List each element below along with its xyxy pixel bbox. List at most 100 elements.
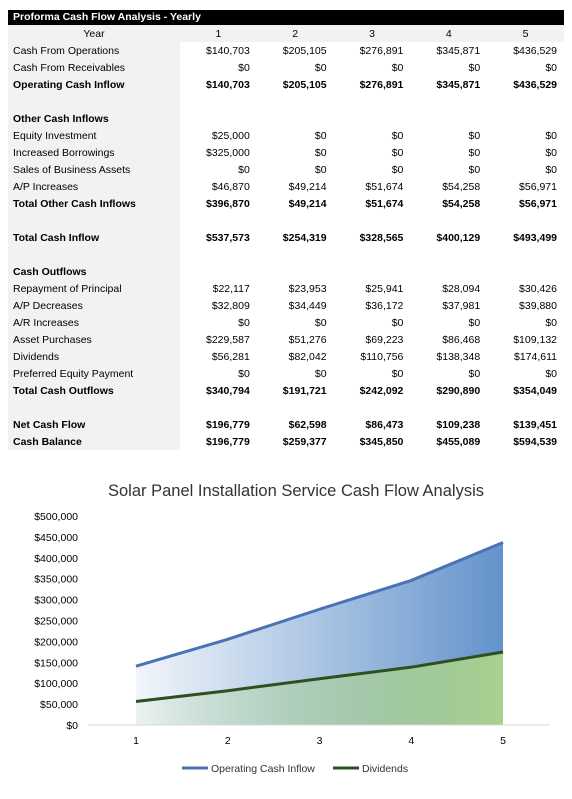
cell-value: $0 <box>238 163 250 176</box>
cell-value: $28,094 <box>442 282 481 295</box>
cell-value: $345,850 <box>359 435 404 448</box>
table-row: Increased Borrowings $325,000 $0 $0 $0 $0 <box>8 144 564 161</box>
cell-value: $0 <box>238 316 250 329</box>
row-label <box>8 212 180 229</box>
cell-value <box>180 212 257 229</box>
cell-value: $0 <box>468 146 481 159</box>
cell-value: $196,779 <box>206 418 250 431</box>
series-line <box>135 650 504 703</box>
cell-value: $0 <box>391 316 404 329</box>
cell-value: $22,117 <box>212 282 250 295</box>
cell-value <box>257 93 334 110</box>
cell-value: $0 <box>391 146 404 159</box>
series-area <box>136 652 503 725</box>
row-label: Operating Cash Inflow <box>8 76 180 93</box>
cell-value <box>257 110 334 127</box>
row-label: Dividends <box>8 348 180 365</box>
cell-value: $30,426 <box>519 282 557 295</box>
series-line <box>135 541 504 668</box>
cell-value: $69,223 <box>365 333 404 346</box>
row-label: Equity Investment <box>8 127 180 144</box>
row-label: A/P Increases <box>8 178 180 195</box>
cell-value <box>410 212 487 229</box>
table-row: Cash From Receivables $0 $0 $0 $0 $0 <box>8 59 564 76</box>
cell-value <box>487 399 564 416</box>
cell-value: $0 <box>545 61 557 74</box>
cell-value: $54,258 <box>442 180 481 193</box>
cell-value: $54,258 <box>442 197 481 210</box>
cell-value <box>257 263 334 280</box>
cell-value <box>487 212 564 229</box>
row-label: Repayment of Principal <box>8 280 180 297</box>
cell-value: $110,756 <box>360 350 404 363</box>
cell-value: $196,779 <box>206 435 250 448</box>
row-label: Increased Borrowings <box>8 144 180 161</box>
header-year: 5 <box>487 25 564 42</box>
table-row: Other Cash Inflows <box>8 110 564 127</box>
cell-value: $0 <box>314 316 327 329</box>
cell-value: $51,674 <box>365 197 404 210</box>
y-tick-label: $150,000 <box>34 657 78 669</box>
cell-value: $25,000 <box>211 129 250 142</box>
row-label: Total Cash Inflow <box>8 229 180 246</box>
spacer-row <box>8 399 564 416</box>
cell-value <box>410 246 487 263</box>
x-tick-label: 1 <box>133 735 139 747</box>
cell-value: $0 <box>314 163 327 176</box>
cell-value: $49,214 <box>288 197 327 210</box>
table-row: A/P Increases $46,870 $49,214 $51,674 $54,25… <box>8 178 564 195</box>
table-row: Total Cash Inflow $537,573 $254,319 $328,56… <box>8 229 564 246</box>
cell-value: $82,042 <box>288 350 327 363</box>
cell-value <box>180 93 257 110</box>
row-label: A/R Increases <box>8 314 180 331</box>
cell-value: $0 <box>314 129 327 142</box>
cell-value <box>410 110 487 127</box>
y-tick-label: $500,000 <box>34 511 78 523</box>
cell-value: $191,721 <box>282 384 327 397</box>
y-axis: $0 $50,000 $100,000 $150,000 $200,000 $250,00… <box>34 511 78 732</box>
cell-value: $340,794 <box>206 384 250 397</box>
cell-value: $290,890 <box>436 384 481 397</box>
row-label <box>8 399 180 416</box>
cell-value: $0 <box>314 367 327 380</box>
row-label: Cash Balance <box>8 433 180 450</box>
cell-value: $25,941 <box>365 282 404 295</box>
legend-label: Dividends <box>362 763 408 775</box>
cell-value: $0 <box>468 61 481 74</box>
table-row: Preferred Equity Payment $0 $0 $0 $0 $0 <box>8 365 564 382</box>
table-title: Proforma Cash Flow Analysis - Yearly <box>8 10 564 25</box>
cell-value: $229,587 <box>206 333 250 346</box>
cash-flow-table-section: Proforma Cash Flow Analysis - Yearly Yea… <box>8 10 564 450</box>
cell-value: $56,971 <box>519 180 557 193</box>
cell-value: $86,468 <box>442 333 481 346</box>
chart-legend: Operating Cash Inflow Dividends <box>182 763 408 775</box>
row-label: Cash Outflows <box>8 263 180 280</box>
y-tick-label: $250,000 <box>34 616 78 628</box>
cell-value: $276,891 <box>359 78 404 91</box>
table-header-row: Year 1 2 3 4 5 <box>8 25 564 42</box>
chart-areas <box>135 541 504 725</box>
table-row: Cash Balance $196,779 $259,377 $345,850 $455… <box>8 433 564 450</box>
table-body: Year 1 2 3 4 5 Cash From Operations $140,… <box>8 25 564 450</box>
table-row: Cash From Operations $140,703 $205,105 $276… <box>8 42 564 59</box>
cell-value <box>180 110 257 127</box>
table-row: Dividends $56,281 $82,042 $110,756 $138,348 $… <box>8 348 564 365</box>
cell-value: $51,276 <box>288 333 327 346</box>
header-year: 2 <box>256 25 334 42</box>
cell-value: $455,089 <box>436 435 481 448</box>
x-tick-label: 2 <box>225 735 231 747</box>
cell-value: $0 <box>468 163 481 176</box>
cell-value: $205,105 <box>282 44 327 57</box>
table-row: Net Cash Flow $196,779 $62,598 $86,473 $109,… <box>8 416 564 433</box>
row-label <box>8 93 180 110</box>
spacer-row <box>8 212 564 229</box>
cell-value: $400,129 <box>436 231 481 244</box>
cell-value: $354,049 <box>513 384 557 397</box>
cell-value: $36,172 <box>365 299 404 312</box>
cell-value: $0 <box>468 129 481 142</box>
cell-value <box>180 263 257 280</box>
row-label: Total Other Cash Inflows <box>8 195 180 212</box>
cell-value: $493,499 <box>513 231 557 244</box>
row-label: Cash From Receivables <box>8 59 180 76</box>
row-label <box>8 246 180 263</box>
